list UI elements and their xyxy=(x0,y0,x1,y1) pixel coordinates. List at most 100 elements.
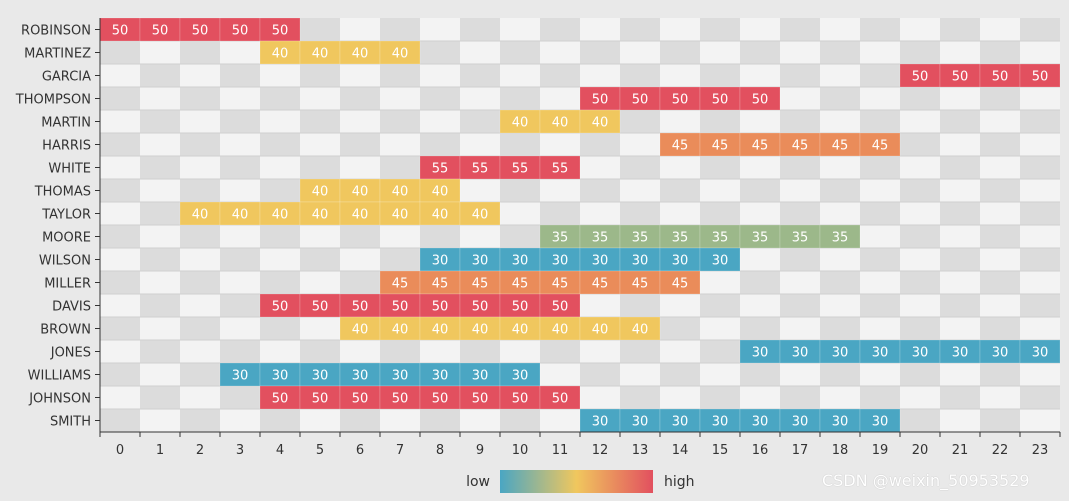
heatmap-cell[interactable]: 55 xyxy=(419,155,461,180)
heatmap-cell[interactable]: 50 xyxy=(739,86,781,111)
heatmap-cell[interactable]: 35 xyxy=(659,224,701,249)
heatmap-cell-rect[interactable] xyxy=(739,86,781,111)
heatmap-cell[interactable]: 40 xyxy=(379,201,421,226)
heatmap-cell[interactable]: 30 xyxy=(859,339,901,364)
heatmap-cell[interactable]: 40 xyxy=(339,40,381,65)
heatmap-cell-rect[interactable] xyxy=(819,224,861,249)
heatmap-cell[interactable]: 40 xyxy=(539,316,581,341)
heatmap-cell[interactable]: 40 xyxy=(499,109,541,134)
heatmap-cell[interactable]: 30 xyxy=(1019,339,1061,364)
heatmap-cell[interactable]: 50 xyxy=(259,293,301,318)
heatmap-cell[interactable]: 30 xyxy=(779,339,821,364)
heatmap-cell[interactable]: 30 xyxy=(499,247,541,272)
heatmap-cell[interactable]: 55 xyxy=(459,155,501,180)
heatmap-cell[interactable]: 40 xyxy=(459,316,501,341)
heatmap-cell[interactable]: 45 xyxy=(739,132,781,157)
heatmap-cell[interactable]: 35 xyxy=(699,224,741,249)
heatmap-cell[interactable]: 45 xyxy=(859,132,901,157)
heatmap-cell[interactable]: 50 xyxy=(419,293,461,318)
heatmap-cell[interactable]: 50 xyxy=(179,17,221,42)
visual-map-legend[interactable]: low high xyxy=(466,470,695,493)
heatmap-cell[interactable]: 50 xyxy=(619,86,661,111)
heatmap-cell[interactable]: 40 xyxy=(499,316,541,341)
heatmap-cell[interactable]: 50 xyxy=(419,385,461,410)
heatmap-cell[interactable]: 50 xyxy=(139,17,181,42)
heatmap-cell[interactable]: 40 xyxy=(379,178,421,203)
heatmap-cell[interactable]: 40 xyxy=(299,178,341,203)
heatmap-cell[interactable]: 30 xyxy=(579,247,621,272)
heatmap-cell[interactable]: 30 xyxy=(619,408,661,433)
heatmap-cell[interactable]: 45 xyxy=(539,270,581,295)
heatmap-cell[interactable]: 50 xyxy=(579,86,621,111)
heatmap-cell-rect[interactable] xyxy=(659,270,701,295)
heatmap-cell[interactable]: 50 xyxy=(339,293,381,318)
heatmap-cell[interactable]: 45 xyxy=(699,132,741,157)
heatmap-cell[interactable]: 30 xyxy=(739,339,781,364)
heatmap-cell[interactable]: 40 xyxy=(299,201,341,226)
heatmap-cell[interactable]: 30 xyxy=(699,247,741,272)
heatmap-cell[interactable]: 40 xyxy=(419,178,461,203)
heatmap-cell[interactable]: 35 xyxy=(739,224,781,249)
heatmap-cell[interactable]: 50 xyxy=(459,293,501,318)
heatmap-cell[interactable]: 45 xyxy=(499,270,541,295)
heatmap-cell[interactable]: 40 xyxy=(339,201,381,226)
heatmap-cell-rect[interactable] xyxy=(459,201,501,226)
heatmap-cell[interactable]: 50 xyxy=(459,385,501,410)
heatmap-cell[interactable]: 45 xyxy=(459,270,501,295)
heatmap-cell[interactable]: 50 xyxy=(539,385,581,410)
heatmap-cell[interactable]: 50 xyxy=(659,86,701,111)
heatmap-cell[interactable]: 40 xyxy=(419,201,461,226)
heatmap-cell[interactable]: 30 xyxy=(819,408,861,433)
heatmap-cell[interactable]: 50 xyxy=(339,385,381,410)
heatmap-cell[interactable]: 35 xyxy=(539,224,581,249)
heatmap-cell[interactable]: 45 xyxy=(659,270,701,295)
heatmap-cell[interactable]: 30 xyxy=(259,362,301,387)
heatmap-cell-rect[interactable] xyxy=(859,132,901,157)
heatmap-cell[interactable]: 30 xyxy=(699,408,741,433)
heatmap-cell-rect[interactable] xyxy=(379,40,421,65)
heatmap-cell[interactable]: 50 xyxy=(219,17,261,42)
heatmap-cell[interactable]: 30 xyxy=(899,339,941,364)
heatmap-cell[interactable]: 40 xyxy=(579,316,621,341)
heatmap-cell[interactable]: 55 xyxy=(499,155,541,180)
heatmap-cell[interactable]: 35 xyxy=(619,224,661,249)
heatmap-cell[interactable]: 50 xyxy=(979,63,1021,88)
heatmap-cell[interactable]: 30 xyxy=(499,362,541,387)
heatmap-cell[interactable]: 30 xyxy=(419,362,461,387)
heatmap-cell[interactable]: 50 xyxy=(259,385,301,410)
heatmap-cell[interactable]: 30 xyxy=(299,362,341,387)
heatmap-cell[interactable]: 45 xyxy=(579,270,621,295)
heatmap-cell[interactable]: 50 xyxy=(1019,63,1061,88)
heatmap-cell[interactable]: 50 xyxy=(379,293,421,318)
heatmap-cell[interactable]: 30 xyxy=(419,247,461,272)
heatmap-cell[interactable]: 35 xyxy=(579,224,621,249)
heatmap-cell[interactable]: 50 xyxy=(899,63,941,88)
heatmap-cell[interactable]: 50 xyxy=(499,385,541,410)
heatmap-cell[interactable]: 45 xyxy=(379,270,421,295)
heatmap-cell[interactable]: 30 xyxy=(379,362,421,387)
heatmap-cell[interactable]: 30 xyxy=(819,339,861,364)
heatmap-cell[interactable]: 40 xyxy=(619,316,661,341)
heatmap-cell[interactable]: 30 xyxy=(619,247,661,272)
visual-map-gradient-bar[interactable] xyxy=(500,470,653,493)
heatmap-cell-rect[interactable] xyxy=(1019,339,1061,364)
heatmap-cell[interactable]: 40 xyxy=(579,109,621,134)
heatmap-cell[interactable]: 55 xyxy=(539,155,581,180)
heatmap-cell[interactable]: 30 xyxy=(339,362,381,387)
heatmap-cell[interactable]: 40 xyxy=(299,40,341,65)
heatmap-cell[interactable]: 50 xyxy=(939,63,981,88)
heatmap-cell-rect[interactable] xyxy=(539,385,581,410)
heatmap-cell[interactable]: 40 xyxy=(219,201,261,226)
heatmap-cell[interactable]: 30 xyxy=(659,247,701,272)
heatmap-cell-rect[interactable] xyxy=(1019,63,1061,88)
heatmap-cell[interactable]: 40 xyxy=(339,316,381,341)
heatmap-cell[interactable]: 50 xyxy=(379,385,421,410)
heatmap-cell[interactable]: 40 xyxy=(259,201,301,226)
heatmap-cell[interactable]: 40 xyxy=(379,316,421,341)
heatmap-cell-rect[interactable] xyxy=(579,109,621,134)
heatmap-cell[interactable]: 45 xyxy=(819,132,861,157)
heatmap-cell[interactable]: 30 xyxy=(579,408,621,433)
heatmap-cell[interactable]: 40 xyxy=(539,109,581,134)
heatmap-cell[interactable]: 40 xyxy=(339,178,381,203)
heatmap-cell[interactable]: 35 xyxy=(819,224,861,249)
